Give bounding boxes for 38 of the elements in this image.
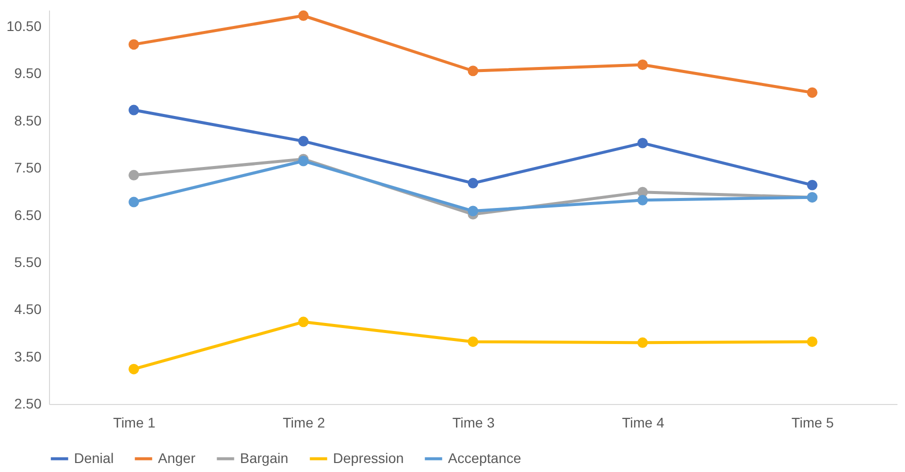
- x-tick-label: Time 5: [792, 414, 834, 430]
- y-tick-label: 3.50: [14, 348, 42, 364]
- point: [128, 39, 140, 50]
- point: [637, 138, 648, 148]
- point: [468, 336, 478, 347]
- point: [128, 196, 140, 208]
- point: [298, 136, 309, 146]
- legend-label: Denial: [74, 450, 114, 466]
- x-tick-label: Time 4: [622, 414, 664, 430]
- point: [468, 178, 478, 188]
- legend-label: Depression: [333, 450, 404, 466]
- x-tick-label: Time 2: [282, 414, 326, 430]
- legend-label: Acceptance: [448, 450, 522, 466]
- y-tick-label: 5.50: [14, 254, 42, 270]
- y-tick-label: 4.50: [14, 301, 42, 318]
- point: [128, 104, 140, 116]
- point: [806, 336, 818, 347]
- point: [468, 206, 478, 216]
- y-tick-label: 8.50: [14, 112, 42, 128]
- y-tick-label: 6.50: [14, 206, 42, 223]
- point: [298, 10, 309, 21]
- point: [637, 194, 648, 206]
- point: [806, 87, 818, 98]
- point: [468, 66, 478, 76]
- x-tick-label: Time 1: [113, 414, 156, 430]
- y-tick-label: 7.50: [14, 160, 42, 176]
- point: [637, 60, 648, 70]
- x-tick-label: Time 3: [452, 414, 495, 430]
- point: [637, 337, 648, 348]
- y-tick-label: 10.50: [6, 18, 42, 34]
- y-tick-label: 9.50: [14, 65, 42, 82]
- legend-label: Bargain: [240, 450, 288, 466]
- point: [806, 180, 818, 190]
- point: [128, 364, 140, 374]
- y-tick-label: 2.50: [14, 396, 42, 412]
- point: [298, 316, 309, 328]
- point: [128, 170, 140, 180]
- legend-label: Anger: [158, 450, 196, 466]
